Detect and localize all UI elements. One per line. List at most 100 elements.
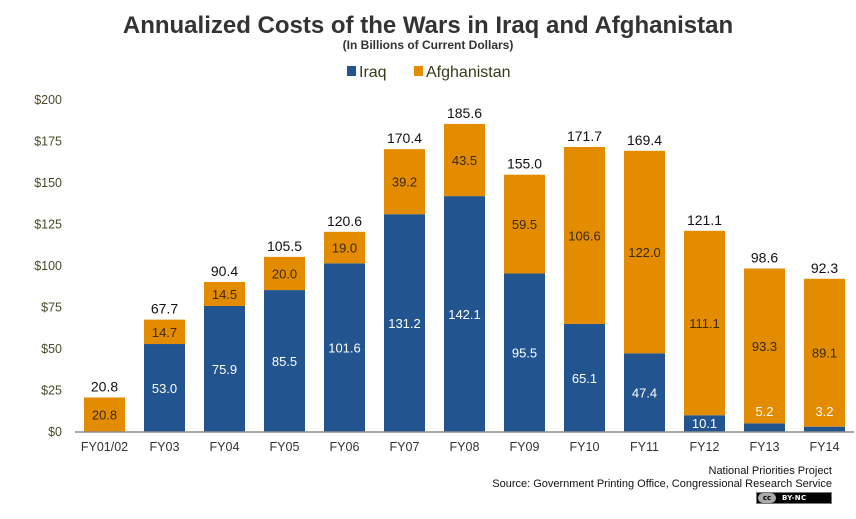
data-label-afghanistan: 14.7 [152, 325, 177, 340]
license-badge[interactable]: cc BY-NC [756, 492, 832, 504]
bar-afghanistan [444, 123, 485, 197]
y-tick-label: $25 [41, 384, 62, 398]
data-label-iraq: 101.6 [328, 341, 361, 356]
bar-iraq [324, 263, 365, 432]
bar-iraq [204, 306, 245, 432]
y-tick-label: $50 [41, 342, 62, 356]
x-tick-label: FY08 [450, 440, 480, 454]
data-label-afghanistan: 20.0 [272, 266, 297, 281]
data-label-afghanistan: 106.6 [568, 228, 601, 243]
bar-iraq [804, 426, 845, 432]
data-label-total: 98.6 [751, 249, 778, 265]
legend-label-iraq: Iraq [359, 64, 387, 81]
creative-commons-icon: cc [758, 493, 776, 503]
bar-iraq [684, 415, 725, 432]
legend-label-afghanistan: Afghanistan [426, 64, 511, 81]
data-label-total: 20.8 [91, 378, 118, 394]
bar-afghanistan [684, 230, 725, 416]
y-tick-label: $200 [34, 93, 62, 107]
data-label-afghanistan: 93.3 [752, 339, 777, 354]
data-label-iraq: 95.5 [512, 346, 537, 361]
bar-iraq [744, 423, 785, 432]
data-label-afghanistan: 19.0 [332, 241, 357, 256]
data-label-iraq: 65.1 [572, 371, 597, 386]
bar-group-FY03: 53.0 14.7 67.7 [144, 301, 185, 432]
chart-title: Annualized Costs of the Wars in Iraq and… [123, 12, 733, 39]
bar-afghanistan [624, 150, 665, 354]
data-label-iraq: 85.5 [272, 354, 297, 369]
bar-group-FY13: 5.2 93.3 98.6 [744, 249, 785, 432]
x-tick-label: FY14 [810, 440, 840, 454]
data-label-afghanistan: 89.1 [812, 346, 837, 361]
bar-afghanistan [384, 149, 425, 215]
data-label-total: 67.7 [151, 301, 178, 317]
legend-swatch-iraq [347, 66, 356, 76]
data-label-afghanistan: 111.1 [689, 316, 720, 331]
bar-group-FY08: 142.1 43.5 185.6 [444, 105, 485, 432]
bar-group-FY04: 75.9 14.5 90.4 [204, 263, 245, 432]
footer-source: Source: Government Printing Office, Cong… [492, 478, 832, 490]
data-label-total: 155.0 [507, 156, 542, 172]
y-tick-label: $100 [34, 259, 62, 273]
bar-group-FY06: 101.6 19.0 120.6 [324, 213, 365, 432]
data-label-afghanistan: 122.0 [628, 245, 661, 260]
bar-iraq [564, 323, 605, 432]
bar-afghanistan [204, 281, 245, 307]
y-axis: $0 $25 $50 $75 $100 $125 $150 $175 $200 [34, 93, 62, 439]
x-tick-label: FY12 [690, 440, 720, 454]
data-label-afghanistan: 43.5 [452, 153, 477, 168]
bar-afghanistan [84, 397, 125, 432]
bar-group-FY14: 3.2 89.1 92.3 [804, 260, 845, 432]
bar-group-FY12: 10.1 111.1 121.1 [684, 212, 725, 432]
bar-iraq [264, 290, 305, 432]
footer-organization: National Priorities Project [708, 465, 833, 477]
y-tick-label: $175 [34, 135, 62, 149]
bar-iraq [384, 214, 425, 432]
bar-group-FY01/02: 20.8 20.8 [84, 378, 125, 432]
data-label-iraq: 142.1 [448, 307, 481, 322]
bar-group-FY07: 131.2 39.2 170.4 [384, 130, 425, 432]
y-tick-label: $150 [34, 176, 62, 190]
data-label-total: 171.7 [567, 128, 602, 144]
x-tick-label: FY13 [750, 440, 780, 454]
bar-afghanistan [804, 278, 845, 427]
bar-afghanistan [744, 268, 785, 424]
bar-afghanistan [564, 146, 605, 324]
data-label-total: 169.4 [627, 132, 662, 148]
y-tick-label: $0 [48, 425, 62, 439]
data-label-afghanistan: 39.2 [392, 175, 417, 190]
bar-group-FY09: 95.5 59.5 155.0 [504, 156, 545, 432]
x-tick-label: FY07 [390, 440, 420, 454]
x-tick-label: FY01/02 [81, 440, 128, 454]
bar-afghanistan [264, 256, 305, 291]
bars: 20.8 20.8 53.0 14.7 67.7 75.9 14.5 90.4 85.5 20.0… [84, 105, 845, 432]
x-tick-label: FY05 [270, 440, 300, 454]
data-label-total: 120.6 [327, 213, 362, 229]
data-label-afghanistan: 14.5 [212, 287, 237, 302]
data-label-iraq: 47.4 [632, 386, 657, 401]
data-label-afghanistan: 59.5 [512, 217, 537, 232]
legend-swatch-afghanistan [414, 66, 423, 76]
bar-afghanistan [324, 231, 365, 264]
bar-iraq [444, 196, 485, 432]
legend: Iraq Afghanistan [347, 64, 511, 81]
y-tick-label: $125 [34, 218, 62, 232]
data-label-total: 185.6 [447, 105, 482, 121]
bar-group-FY05: 85.5 20.0 105.5 [264, 238, 305, 432]
data-label-total: 92.3 [811, 260, 838, 276]
x-tick-label: FY06 [330, 440, 360, 454]
data-label-afghanistan: 20.8 [92, 408, 117, 423]
data-label-iraq: 10.1 [692, 416, 717, 431]
bar-group-FY10: 65.1 106.6 171.7 [564, 128, 605, 432]
data-label-iraq: 75.9 [212, 362, 237, 377]
data-label-total: 170.4 [387, 130, 422, 146]
data-label-iraq: 131.2 [388, 316, 421, 331]
data-label-total: 90.4 [211, 263, 238, 279]
x-tick-label: FY03 [150, 440, 180, 454]
license-text: BY-NC [782, 494, 807, 502]
x-axis: FY01/02 FY03 FY04 FY05 FY06 FY07 FY08 FY09 FY10 F… [81, 440, 840, 454]
y-tick-label: $75 [41, 301, 62, 315]
bar-group-FY11: 47.4 122.0 169.4 [624, 132, 665, 432]
x-tick-label: FY04 [210, 440, 240, 454]
